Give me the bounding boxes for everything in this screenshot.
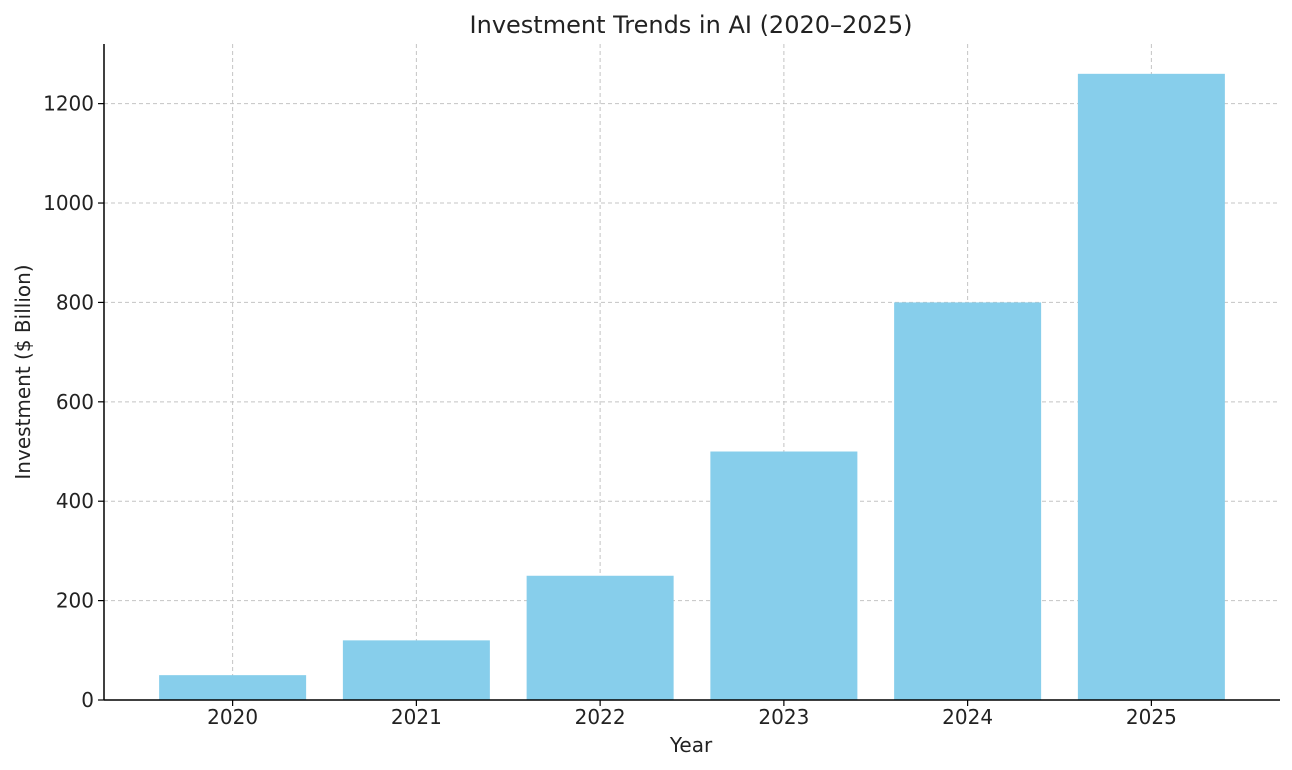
bar-2023 xyxy=(710,451,858,700)
chart-title: Investment Trends in AI (2020–2025) xyxy=(470,11,913,39)
bar-2024 xyxy=(894,302,1042,700)
y-tick-label: 600 xyxy=(56,390,94,414)
label-layer: Investment Trends in AI (2020–2025) Year… xyxy=(11,11,912,757)
x-tick-label: 2021 xyxy=(391,705,442,729)
bar-2021 xyxy=(342,640,490,700)
y-tick-label: 1200 xyxy=(43,92,94,116)
x-tick-label: 2025 xyxy=(1126,705,1177,729)
y-tick-label: 1000 xyxy=(43,191,94,215)
x-tick-label: 2020 xyxy=(207,705,258,729)
bar-layer xyxy=(159,73,1225,701)
x-tick-label: 2024 xyxy=(942,705,993,729)
y-tick-label: 200 xyxy=(56,589,94,613)
bar-2025 xyxy=(1077,73,1225,701)
x-tick-label: 2023 xyxy=(758,705,809,729)
y-tick-label: 800 xyxy=(56,290,94,314)
axis-layer: 0 200 400 600 800 1000 1200 2020 2021 2022 2023 202… xyxy=(43,44,1280,729)
bar-2020 xyxy=(159,675,307,700)
y-tick-label: 400 xyxy=(56,489,94,513)
y-axis-label: Investment ($ Billion) xyxy=(11,264,35,479)
x-axis-label: Year xyxy=(669,733,713,757)
x-tick-label: 2022 xyxy=(575,705,626,729)
bar-2022 xyxy=(526,575,674,700)
y-tick-label: 0 xyxy=(81,688,94,712)
